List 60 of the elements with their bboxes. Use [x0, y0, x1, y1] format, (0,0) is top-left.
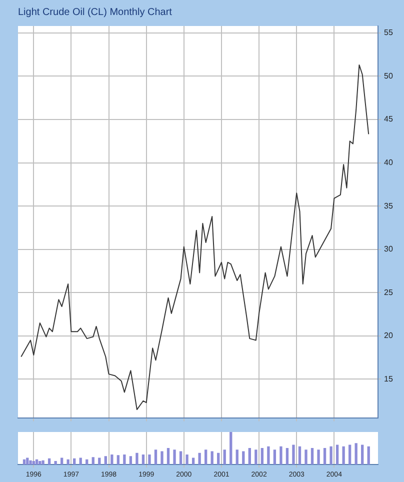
bar [29, 460, 32, 465]
bar [42, 460, 44, 465]
bar [280, 446, 282, 465]
y-tick-label: 40 [384, 158, 394, 167]
bar [298, 446, 302, 465]
bar [248, 448, 251, 465]
bar [148, 454, 151, 465]
bar [267, 446, 270, 465]
bar [260, 448, 264, 465]
bar [123, 454, 126, 465]
bar [223, 450, 226, 465]
bar [204, 450, 208, 465]
y-tick-label: 25 [384, 288, 394, 297]
chart-title: Light Crude Oil (CL) Monthly Chart [18, 6, 172, 18]
bar [236, 450, 238, 465]
bar [110, 454, 114, 465]
y-tick-label: 30 [384, 244, 394, 254]
y-tick-label: 45 [384, 114, 394, 124]
y-tick-label: 20 [384, 331, 394, 340]
bar [160, 451, 164, 465]
bar [367, 446, 370, 465]
y-tick-label: 50 [384, 71, 394, 80]
bar [154, 450, 158, 465]
bar [230, 432, 232, 465]
bar [342, 446, 345, 465]
bar [166, 448, 170, 465]
bar [32, 461, 35, 465]
bar [210, 451, 214, 465]
bar [173, 450, 176, 465]
bar [330, 446, 332, 465]
bar [179, 451, 182, 465]
bar [198, 452, 201, 465]
bar [242, 451, 245, 465]
bar [92, 457, 94, 465]
bar [136, 452, 138, 465]
y-tick-label: 15 [384, 374, 394, 384]
bar [354, 443, 358, 465]
bar [323, 448, 326, 465]
bar [186, 454, 188, 465]
y-tick-label: 55 [384, 28, 394, 38]
bar [104, 456, 107, 465]
bar [217, 452, 220, 465]
bar [348, 444, 352, 465]
bar [286, 448, 289, 465]
bar [361, 444, 364, 465]
bar [73, 458, 76, 465]
bar [336, 444, 339, 465]
bar [48, 458, 51, 465]
bar [129, 456, 132, 465]
bar [292, 444, 295, 465]
bar [116, 455, 120, 465]
bar [304, 450, 308, 465]
bar [142, 454, 145, 465]
bar [310, 448, 314, 465]
bar [317, 450, 320, 465]
bar [254, 450, 258, 465]
bar [273, 450, 276, 465]
bar [54, 461, 57, 465]
y-tick-label: 35 [384, 201, 394, 210]
bar [38, 461, 42, 465]
